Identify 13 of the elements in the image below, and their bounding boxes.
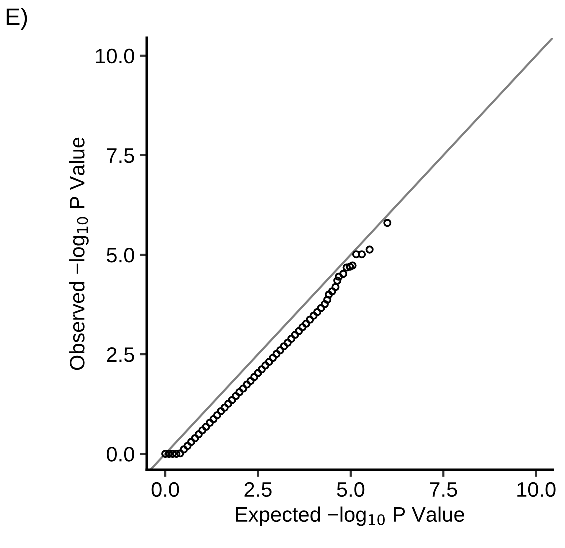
x-tick-label: 2.5: [244, 482, 272, 498]
y-tick-label: 10.0: [96, 48, 134, 64]
x-axis-title: Expected −log$_{10}$ P Value: [236, 506, 464, 526]
chart-title: E): [6, 8, 28, 30]
x-tick-label: 5.0: [337, 482, 365, 498]
y-tick-label: 2.5: [107, 348, 134, 362]
x-tick-label: 10.0: [518, 482, 556, 498]
y-tick-label: 7.5: [107, 148, 134, 164]
x-tick-label: 0.0: [152, 482, 180, 498]
y-tick-label: 0.0: [107, 447, 134, 462]
y-axis-title: Observed −log$_{10}$ P Value: [70, 138, 89, 370]
x-tick-label: 7.5: [430, 482, 458, 498]
y-tick-label: 5.0: [107, 248, 134, 263]
